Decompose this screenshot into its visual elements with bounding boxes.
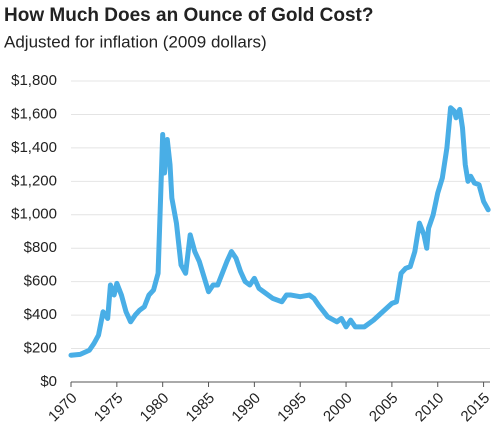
x-tick-label: 1995 bbox=[274, 390, 310, 426]
x-tick-label: 2010 bbox=[412, 390, 448, 426]
y-tick-label: $400 bbox=[24, 306, 57, 323]
y-tick-label: $200 bbox=[24, 340, 57, 357]
chart-title: How Much Does an Ounce of Gold Cost? bbox=[4, 5, 373, 26]
y-tick-label: $0 bbox=[40, 373, 57, 390]
y-tick-label: $1,000 bbox=[11, 206, 57, 223]
x-tick-label: 2015 bbox=[458, 390, 494, 426]
y-tick-label: $1,800 bbox=[11, 72, 57, 89]
y-tick-label: $1,400 bbox=[11, 139, 57, 156]
x-tick-label: 1975 bbox=[91, 390, 127, 426]
x-tick-label: 1980 bbox=[137, 390, 173, 426]
x-tick-label: 2000 bbox=[320, 390, 356, 426]
y-tick-label: $800 bbox=[24, 239, 57, 256]
x-tick-label: 2005 bbox=[366, 390, 402, 426]
y-tick-label: $1,600 bbox=[11, 105, 57, 122]
y-tick-label: $600 bbox=[24, 273, 57, 290]
line bbox=[68, 105, 491, 358]
x-tick-label: 1970 bbox=[45, 390, 81, 426]
chart-subtitle: Adjusted for inflation (2009 dollars) bbox=[4, 32, 267, 51]
y-tick-label: $1,200 bbox=[11, 172, 57, 189]
x-tick-label: 1990 bbox=[228, 390, 264, 426]
x-tick-label: 1985 bbox=[183, 390, 219, 426]
